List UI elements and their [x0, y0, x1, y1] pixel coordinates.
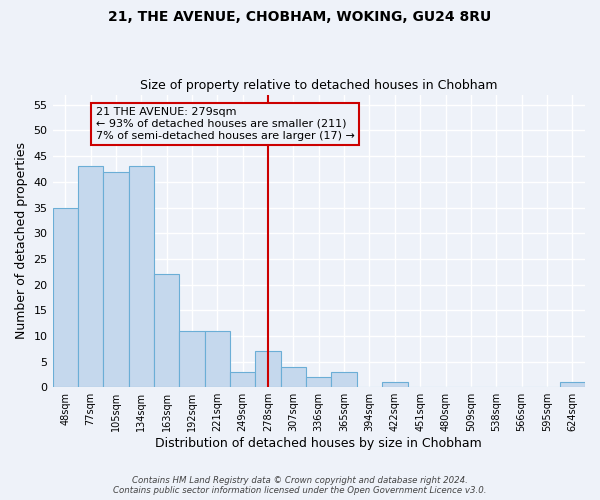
- X-axis label: Distribution of detached houses by size in Chobham: Distribution of detached houses by size …: [155, 437, 482, 450]
- Bar: [256, 352, 281, 387]
- Bar: [103, 172, 128, 387]
- Text: 21, THE AVENUE, CHOBHAM, WOKING, GU24 8RU: 21, THE AVENUE, CHOBHAM, WOKING, GU24 8R…: [109, 10, 491, 24]
- Bar: [78, 166, 103, 387]
- Bar: [281, 366, 306, 387]
- Bar: [560, 382, 585, 387]
- Y-axis label: Number of detached properties: Number of detached properties: [15, 142, 28, 340]
- Bar: [154, 274, 179, 387]
- Bar: [331, 372, 357, 387]
- Bar: [230, 372, 256, 387]
- Bar: [53, 208, 78, 387]
- Bar: [179, 330, 205, 387]
- Bar: [128, 166, 154, 387]
- Text: Contains HM Land Registry data © Crown copyright and database right 2024.
Contai: Contains HM Land Registry data © Crown c…: [113, 476, 487, 495]
- Bar: [382, 382, 407, 387]
- Bar: [306, 377, 331, 387]
- Bar: [205, 330, 230, 387]
- Text: 21 THE AVENUE: 279sqm
← 93% of detached houses are smaller (211)
7% of semi-deta: 21 THE AVENUE: 279sqm ← 93% of detached …: [95, 108, 355, 140]
- Title: Size of property relative to detached houses in Chobham: Size of property relative to detached ho…: [140, 79, 497, 92]
